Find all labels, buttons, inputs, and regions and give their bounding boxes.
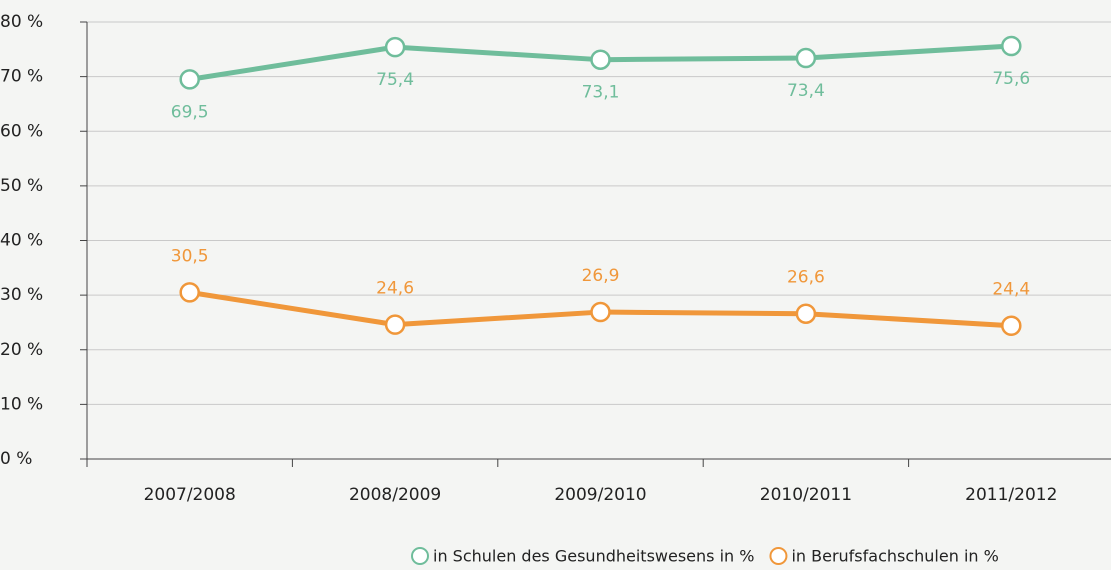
data-point — [590, 301, 611, 323]
legend-marker — [769, 547, 788, 565]
y-tick-label: 70 % — [0, 67, 43, 87]
data-label: 69,5 — [171, 102, 209, 122]
legend-marker — [411, 547, 429, 565]
x-tick-label: 2010/2011 — [760, 485, 852, 505]
data-label: 75,4 — [376, 70, 414, 90]
data-label: 30,5 — [171, 246, 209, 266]
x-tick-label: 2007/2008 — [144, 485, 236, 505]
data-point — [179, 282, 200, 303]
legend-label: in Schulen des Gesundheitswesens in % — [433, 547, 754, 566]
data-label: 75,6 — [992, 69, 1030, 89]
x-tick-label: 2009/2010 — [554, 485, 646, 505]
y-tick-label: 50 % — [0, 176, 43, 196]
data-label: 73,4 — [787, 81, 825, 101]
data-point — [384, 36, 406, 58]
y-tick-label: 20 % — [0, 340, 43, 360]
data-point — [1001, 35, 1022, 57]
data-label: 26,9 — [582, 266, 620, 286]
data-point — [1001, 315, 1022, 336]
y-tick-label: 10 % — [0, 394, 43, 414]
data-point — [590, 49, 611, 70]
data-point — [795, 303, 817, 324]
data-point — [384, 314, 406, 335]
x-tick-label: 2008/2009 — [349, 485, 441, 505]
y-tick-label: 80 % — [0, 12, 43, 32]
data-label: 26,6 — [787, 268, 825, 288]
data-label: 24,6 — [376, 279, 414, 299]
legend-label: in Berufsfachschulen in % — [791, 547, 998, 566]
data-point — [795, 47, 817, 69]
data-label: 24,4 — [992, 280, 1030, 300]
y-tick-label: 0 % — [0, 449, 32, 469]
y-tick-label: 40 % — [0, 231, 43, 251]
y-tick-label: 60 % — [0, 121, 43, 141]
data-point — [179, 69, 200, 90]
y-tick-label: 30 % — [0, 285, 43, 305]
x-tick-label: 2011/2012 — [965, 485, 1057, 505]
data-label: 73,1 — [582, 83, 620, 103]
